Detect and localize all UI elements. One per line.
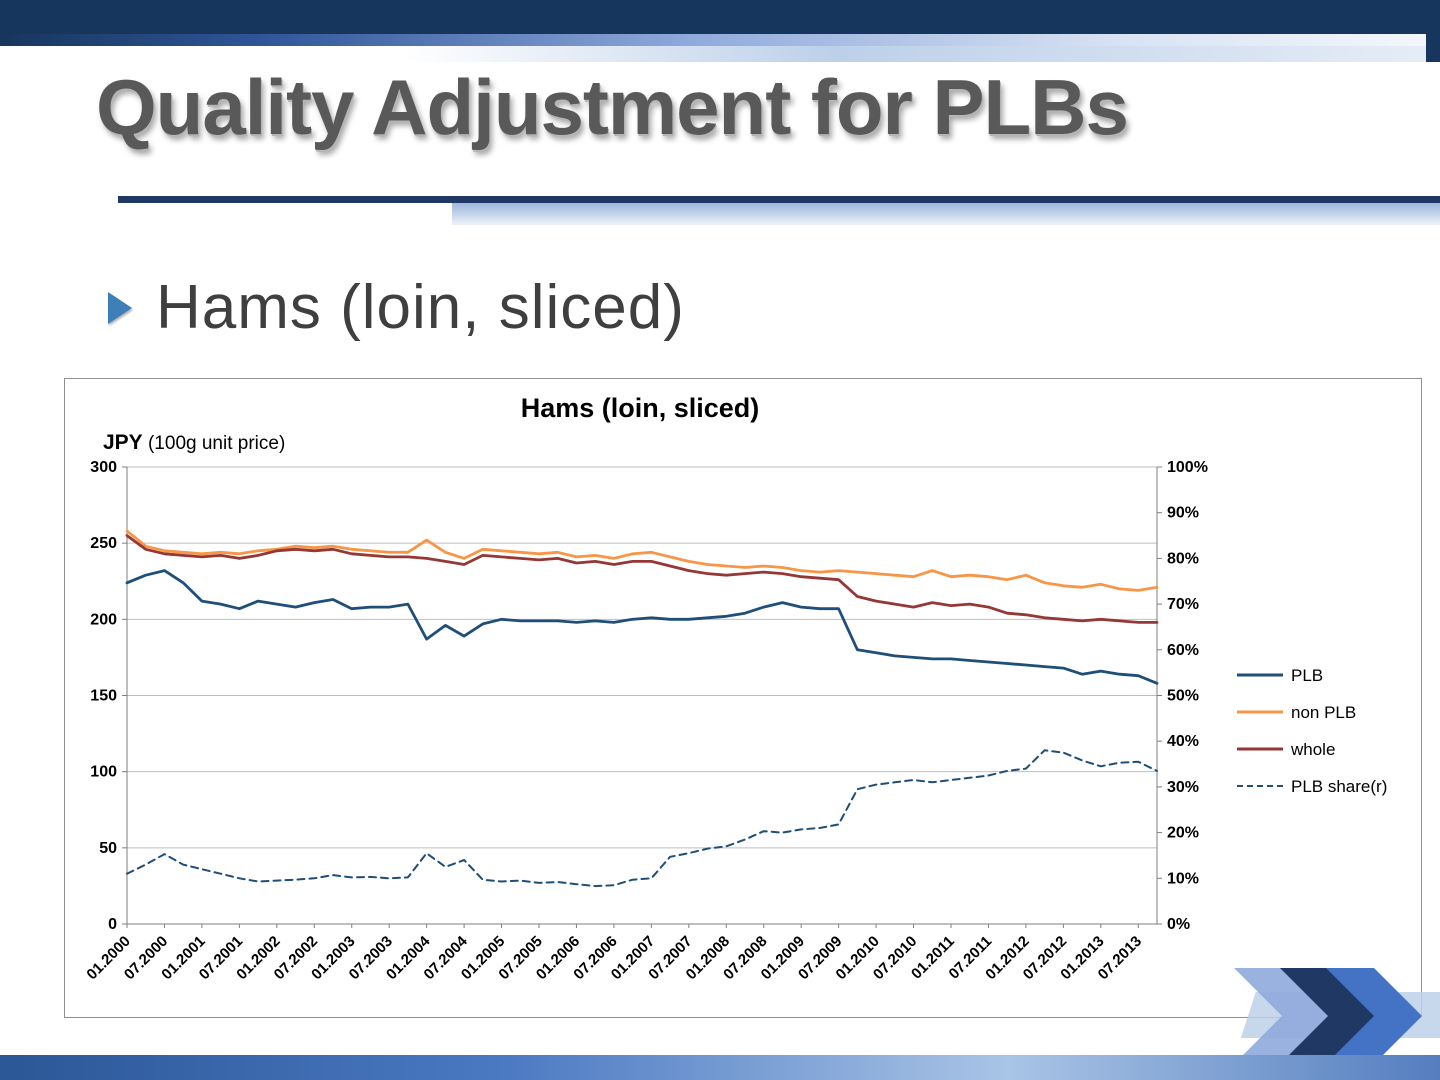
left-axis-tick-label: 50 [99,840,117,857]
right-axis-tick-label: 10% [1167,870,1199,887]
legend-label: PLB [1291,666,1323,685]
series-line-non-PLB [125,529,1159,592]
legend-label: whole [1290,740,1335,759]
right-axis-tick-label: 70% [1167,596,1199,613]
legend-label: non PLB [1291,703,1356,722]
top-gradient-band-2 [0,46,1440,62]
bullet-text: Hams (loin, sliced) [156,273,685,342]
bullet-row: Hams (loin, sliced) [108,272,685,343]
chart-title: Hams (loin, sliced) [520,393,760,423]
top-corner-accent [1426,34,1440,62]
right-axis-tick-label: 30% [1167,779,1199,796]
legend-label: PLB share(r) [1291,777,1387,796]
bottom-bar [0,1055,1440,1080]
left-axis-unit-label: JPY (100g unit price) [103,431,285,455]
top-bar [0,0,1440,34]
bullet-arrow-icon [108,291,132,324]
right-axis-tick-label: 20% [1167,825,1199,842]
top-gradient-band [0,34,1440,46]
right-axis-tick-label: 0% [1167,916,1190,933]
series-line-whole [125,534,1159,624]
right-axis-tick-label: 50% [1167,688,1199,705]
chart-plot: 300 250 200 150 100 50 0 100% 90% 80% 70% 60% 50% 40%… [83,459,1387,983]
left-axis-tick-label: 200 [90,611,117,628]
chevron-medium [1326,968,1422,1064]
right-axis-tick-label: 80% [1167,550,1199,567]
left-axis-tick-label: 100 [90,764,117,781]
title-underline [118,196,1440,203]
left-axis-tick-label: 300 [90,459,117,476]
left-axis-tick-label: 0 [108,916,117,933]
left-axis-tick-label: 150 [90,688,117,705]
corner-chevrons-decoration [1234,968,1440,1064]
right-axis-tick-label: 60% [1167,642,1199,659]
chart-frame: Hams (loin, sliced) JPY (100g unit price… [64,378,1422,1018]
right-axis-tick-label: 40% [1167,733,1199,750]
series-line-PLB-share-r- [126,749,1158,888]
left-axis-unit-bold: JPY [103,431,143,454]
page-title: Quality Adjustment for PLBs [96,63,1129,151]
right-axis-tick-label: 90% [1167,505,1199,522]
title-underline-band [452,203,1440,225]
right-axis-tick-label: 100% [1167,459,1208,476]
left-axis-tick-label: 250 [90,535,117,552]
left-axis-unit-rest: (100g unit price) [142,433,286,454]
series-line-PLB [125,569,1159,685]
